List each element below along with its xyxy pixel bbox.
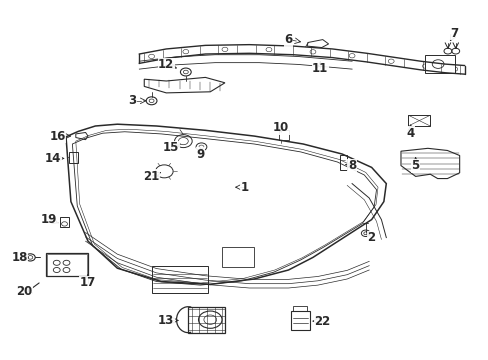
Bar	[339, 155, 346, 170]
Bar	[291, 311, 309, 330]
Text: 4: 4	[406, 127, 414, 140]
Text: 20: 20	[16, 285, 33, 298]
Text: 16: 16	[49, 130, 66, 143]
Bar	[47, 254, 87, 276]
Text: 2: 2	[367, 231, 375, 244]
Text: 14: 14	[44, 152, 61, 165]
Text: 11: 11	[311, 62, 328, 75]
Bar	[407, 115, 429, 126]
Text: 1: 1	[240, 181, 248, 194]
Text: 6: 6	[284, 33, 292, 46]
Bar	[278, 130, 288, 140]
Bar	[60, 217, 69, 227]
Text: 5: 5	[411, 159, 419, 172]
Bar	[293, 306, 306, 311]
Text: 18: 18	[11, 251, 28, 264]
Text: 8: 8	[347, 159, 355, 172]
Text: 19: 19	[41, 213, 57, 226]
Bar	[151, 266, 207, 293]
Bar	[188, 307, 224, 333]
Text: 9: 9	[196, 148, 204, 161]
Bar	[425, 55, 454, 73]
Text: 12: 12	[158, 58, 174, 71]
Bar	[46, 253, 88, 276]
Text: 17: 17	[80, 276, 96, 289]
Text: 21: 21	[143, 170, 160, 183]
Text: 13: 13	[158, 314, 174, 327]
Bar	[222, 247, 254, 267]
Text: 3: 3	[128, 94, 136, 107]
Text: 15: 15	[163, 141, 179, 154]
Text: 7: 7	[450, 27, 458, 40]
Text: 22: 22	[314, 315, 330, 328]
Text: 10: 10	[272, 121, 289, 134]
Bar	[69, 152, 78, 163]
